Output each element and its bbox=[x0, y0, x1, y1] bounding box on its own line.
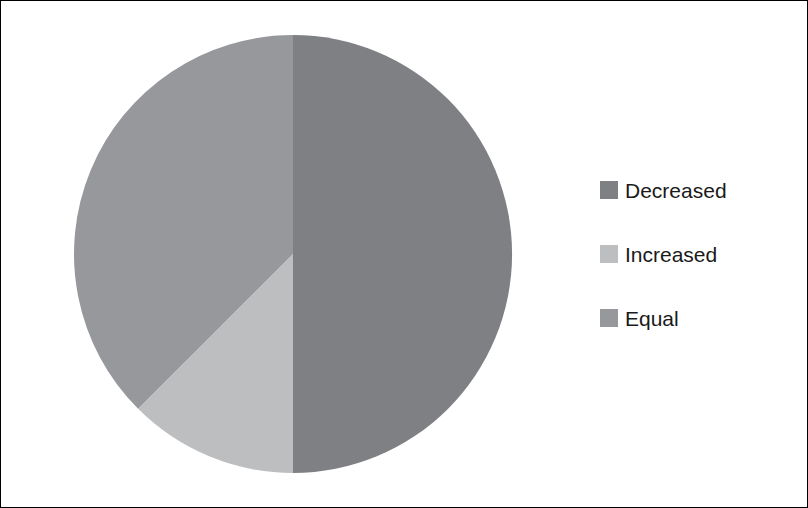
svg-text:Decreased: Decreased bbox=[625, 179, 727, 202]
svg-text:Increased: Increased bbox=[625, 243, 717, 266]
svg-text:Equal: Equal bbox=[625, 307, 679, 330]
